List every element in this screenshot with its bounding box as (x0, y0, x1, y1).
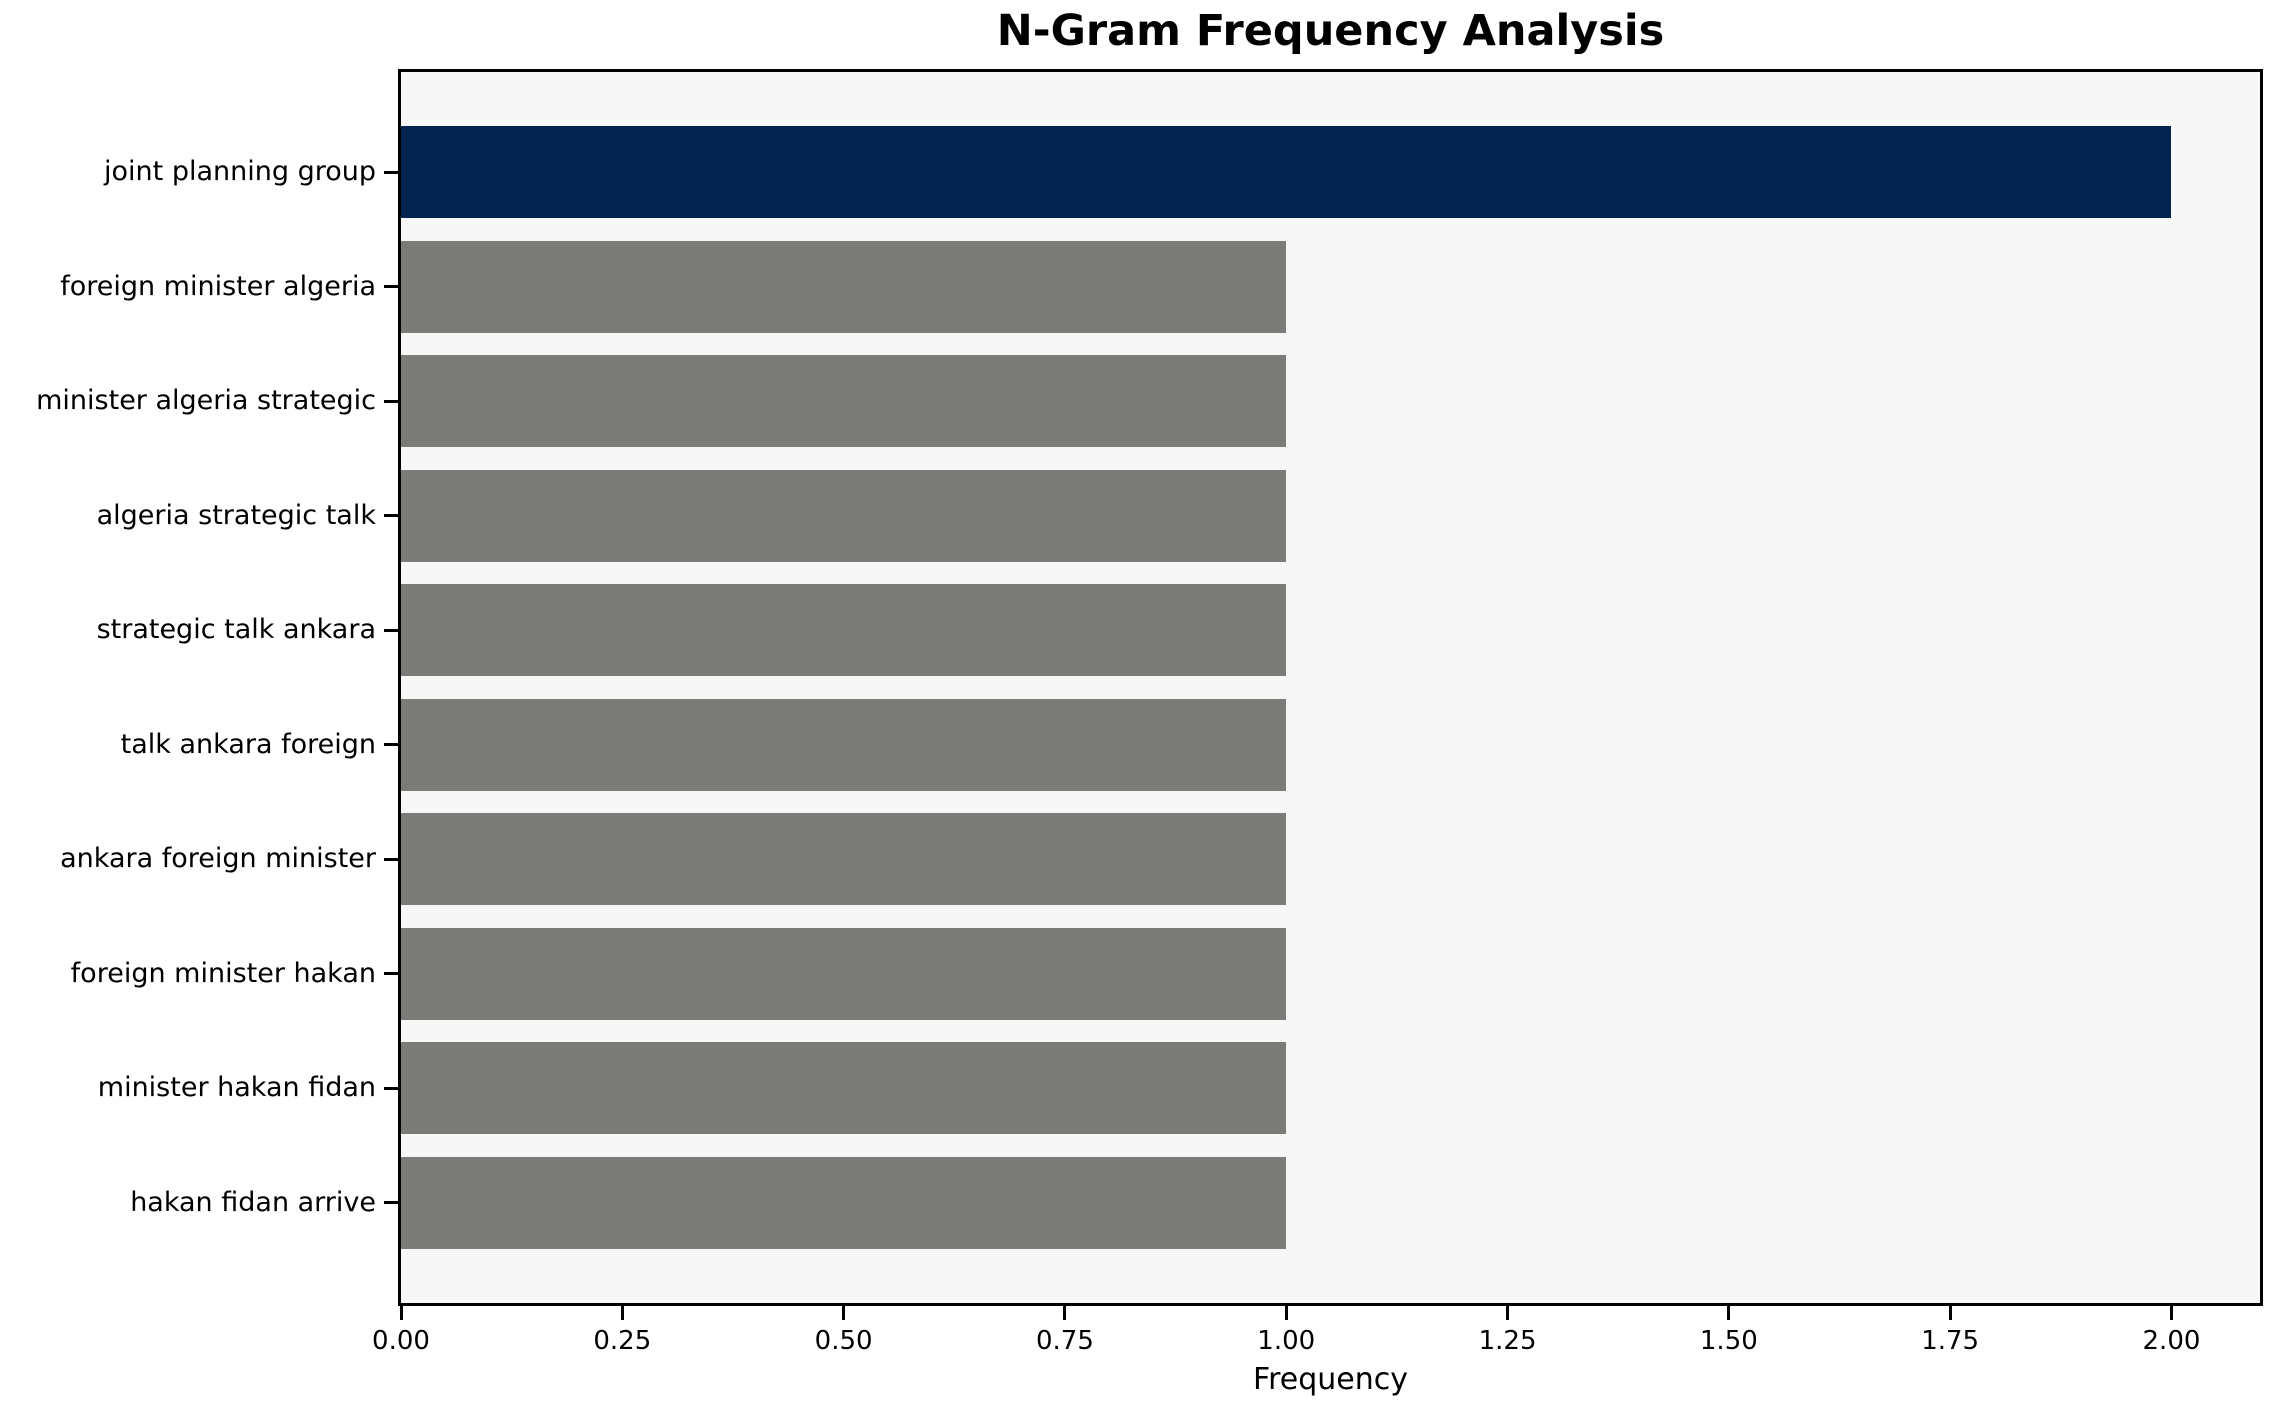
y-tick-label: joint planning group (104, 156, 376, 188)
bar-talk-ankara-foreign (401, 698, 1287, 791)
y-tick-mark (384, 972, 398, 976)
x-tick-mark (842, 1306, 846, 1320)
x-tick-mark (620, 1306, 624, 1320)
bar-minister-algeria-strategic (401, 355, 1287, 448)
y-tick-label: ankara foreign minister (60, 843, 376, 875)
chart-title: N-Gram Frequency Analysis (996, 6, 1665, 56)
y-tick-mark (384, 514, 398, 518)
x-tick-mark (2169, 1306, 2173, 1320)
y-tick-label: algeria strategic talk (96, 499, 376, 531)
bar-joint-planning-group (401, 126, 2172, 219)
y-tick-mark (384, 743, 398, 747)
bar-strategic-talk-ankara (401, 584, 1287, 677)
x-tick-label: 2.00 (2142, 1326, 2201, 1356)
x-tick-label: 1.00 (1257, 1326, 1316, 1356)
y-tick-mark (384, 1201, 398, 1205)
y-tick-label: talk ankara foreign (120, 728, 376, 760)
bar-hakan-fidan-arrive (401, 1156, 1287, 1249)
x-tick-mark (1063, 1306, 1067, 1320)
y-tick-label: minister algeria strategic (36, 385, 376, 417)
x-tick-mark (1284, 1306, 1288, 1320)
x-tick-label: 0.75 (1035, 1326, 1094, 1356)
y-tick-mark (384, 628, 398, 632)
plot-inner (401, 72, 2260, 1303)
y-tick-mark (384, 1086, 398, 1090)
y-tick-label: strategic talk ankara (96, 614, 376, 646)
x-tick-mark (1727, 1306, 1731, 1320)
x-tick-mark (399, 1306, 403, 1320)
y-tick-label: foreign minister algeria (60, 270, 376, 302)
x-tick-mark (1948, 1306, 1952, 1320)
plot-area (398, 69, 2263, 1306)
x-tick-label: 1.75 (1921, 1326, 1980, 1356)
bar-algeria-strategic-talk (401, 469, 1287, 562)
x-tick-label: 0.00 (372, 1326, 430, 1356)
x-tick-label: 0.25 (593, 1326, 652, 1356)
bar-foreign-minister-algeria (401, 240, 1287, 333)
y-tick-mark (384, 399, 398, 403)
y-tick-label: foreign minister hakan (70, 957, 376, 989)
x-tick-label: 0.50 (814, 1326, 873, 1356)
bar-foreign-minister-hakan (401, 927, 1287, 1020)
y-tick-label: hakan fidan arrive (130, 1186, 376, 1218)
y-tick-label: minister hakan fidan (97, 1072, 376, 1104)
bar-ankara-foreign-minister (401, 813, 1287, 906)
y-tick-mark (384, 170, 398, 174)
x-axis-title: Frequency (1253, 1362, 1408, 1397)
bar-minister-hakan-fidan (401, 1042, 1287, 1135)
x-tick-label: 1.50 (1699, 1326, 1758, 1356)
x-tick-label: 1.25 (1478, 1326, 1537, 1356)
y-tick-mark (384, 857, 398, 861)
y-tick-mark (384, 285, 398, 289)
x-tick-mark (1506, 1306, 1510, 1320)
